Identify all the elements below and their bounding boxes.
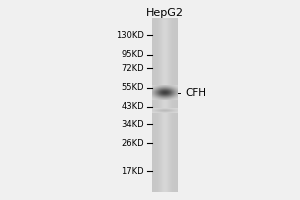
Text: 72KD: 72KD: [122, 64, 144, 73]
Text: 43KD: 43KD: [122, 102, 144, 111]
Text: 95KD: 95KD: [122, 50, 144, 59]
Text: 34KD: 34KD: [122, 120, 144, 129]
Text: 26KD: 26KD: [122, 139, 144, 148]
Text: 55KD: 55KD: [122, 83, 144, 92]
Text: HepG2: HepG2: [146, 8, 184, 18]
Text: 17KD: 17KD: [122, 167, 144, 176]
Text: 130KD: 130KD: [116, 31, 144, 40]
Text: CFH: CFH: [185, 88, 206, 98]
